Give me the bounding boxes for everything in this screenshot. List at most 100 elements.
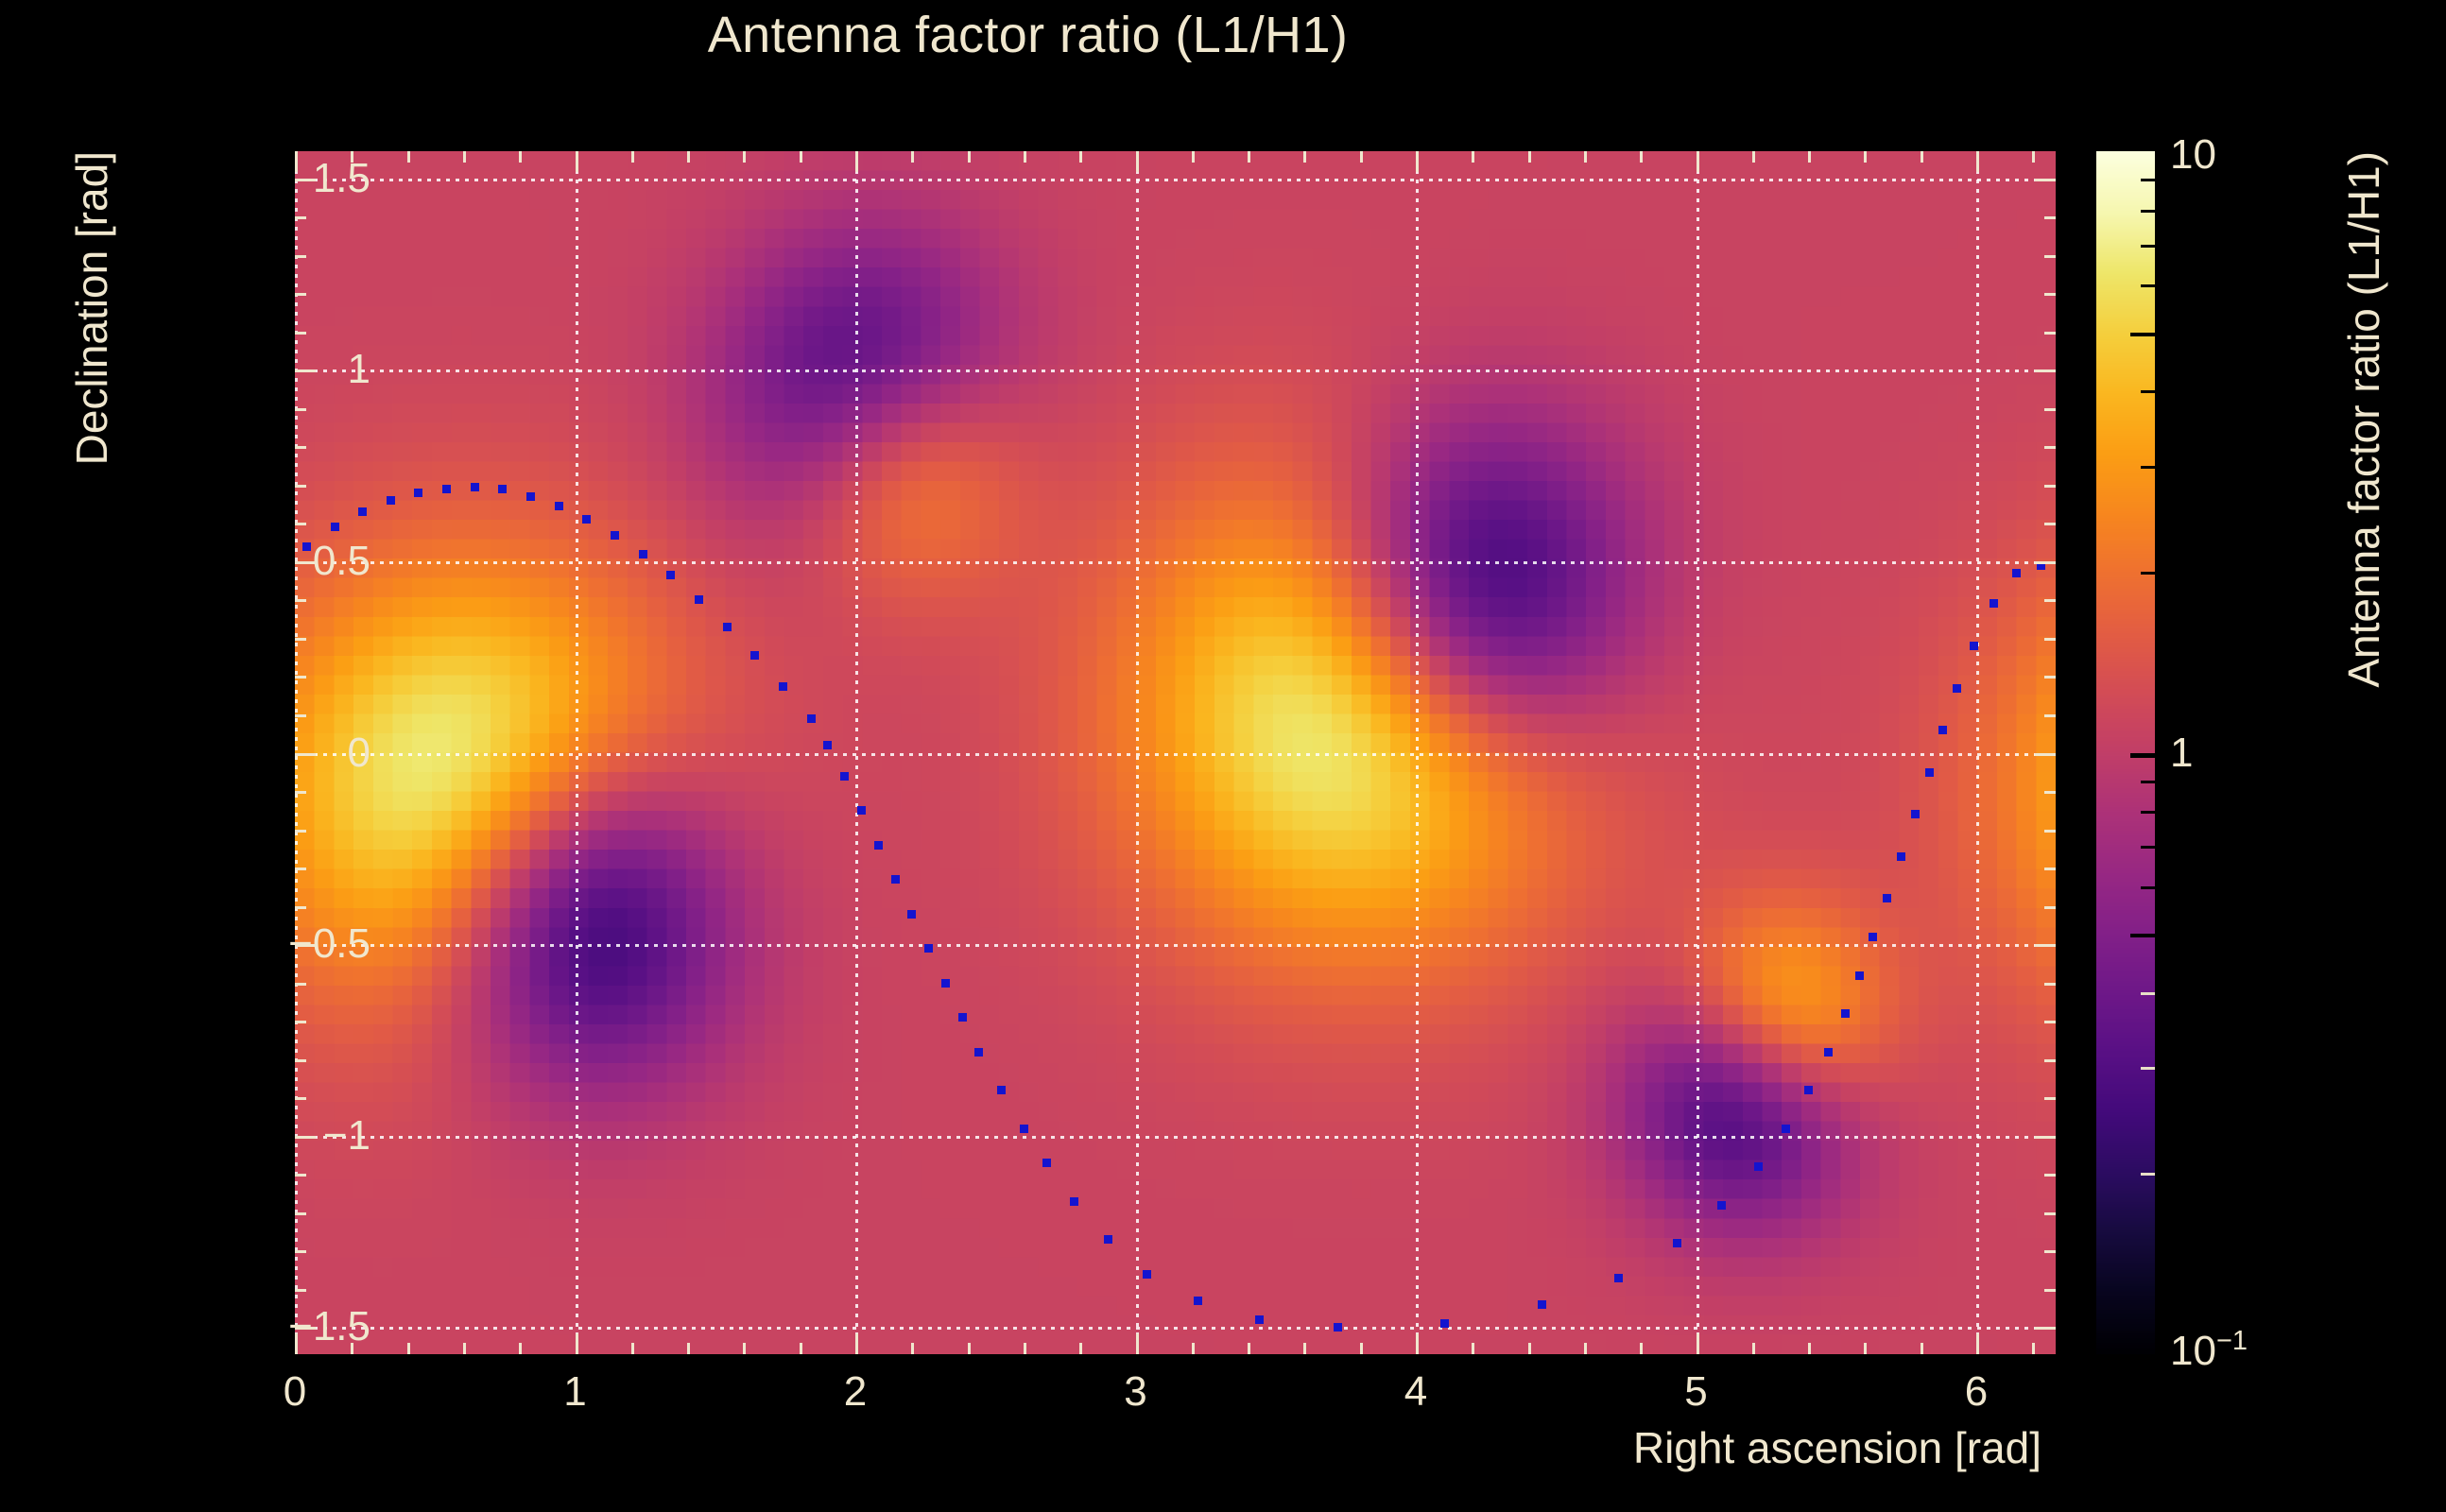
tick-mark — [687, 1343, 691, 1354]
tick-mark — [1808, 151, 1812, 163]
tick-mark — [295, 1058, 306, 1062]
overlay-marker — [1070, 1196, 1079, 1206]
overlay-marker — [414, 488, 423, 497]
tick-mark — [2044, 1174, 2056, 1177]
tick-mark — [351, 1343, 354, 1354]
tick-mark — [2044, 484, 2056, 488]
colorbar-tick — [2130, 752, 2155, 758]
overlay-marker — [1896, 851, 1905, 861]
tick-mark — [295, 1135, 316, 1139]
tick-mark — [2044, 1288, 2056, 1292]
overlay-marker — [1989, 599, 1998, 609]
tick-mark — [1472, 1343, 1475, 1354]
colorbar[interactable] — [2096, 151, 2155, 1354]
overlay-marker — [940, 978, 950, 988]
colorbar-tick — [2141, 1173, 2155, 1177]
x-tick-label: 2 — [843, 1368, 868, 1415]
x-tick-label: 6 — [1964, 1368, 1989, 1415]
x-tick-label: 1 — [563, 1368, 587, 1415]
gridline-horizontal — [295, 560, 2056, 564]
colorbar-tick — [2141, 179, 2155, 182]
tick-mark — [295, 1097, 306, 1101]
tick-mark — [1023, 1343, 1026, 1354]
overlay-marker — [1672, 1239, 1681, 1248]
tick-mark — [295, 484, 306, 488]
overlay-marker — [582, 515, 592, 524]
tick-mark — [575, 151, 578, 172]
tick-mark — [2044, 599, 2056, 603]
overlay-marker — [1910, 810, 1920, 819]
colorbar-tick — [2141, 284, 2155, 288]
x-axis-title: Right ascension [rad] — [1632, 1423, 2041, 1472]
tick-mark — [1472, 151, 1475, 163]
overlay-marker — [1042, 1159, 1051, 1168]
tick-mark — [799, 1343, 802, 1354]
overlay-marker — [1854, 971, 1864, 980]
tick-mark — [855, 1333, 858, 1354]
tick-mark — [967, 1343, 971, 1354]
y-axis-title: Declination [rad] — [66, 151, 380, 1354]
overlay-marker — [722, 622, 732, 631]
overlay-marker — [1439, 1319, 1449, 1329]
tick-mark — [630, 1343, 634, 1354]
tick-mark — [295, 1250, 306, 1254]
y-tick-label: −1.5 — [288, 1303, 370, 1350]
colorbar-tick — [2141, 465, 2155, 469]
overlay-marker — [806, 714, 816, 724]
x-tick-label: 3 — [1124, 1368, 1147, 1415]
colorbar-tick — [2141, 780, 2155, 783]
tick-mark — [2044, 637, 2056, 641]
tick-mark — [1079, 151, 1083, 163]
colorbar-tick — [2141, 571, 2155, 575]
tick-mark — [1751, 151, 1755, 163]
colorbar-tick — [2130, 332, 2155, 336]
tick-mark — [1135, 151, 1139, 172]
gridline-horizontal — [295, 752, 2056, 756]
overlay-marker — [2011, 569, 2021, 578]
tick-mark — [967, 151, 971, 163]
tick-mark — [1751, 1343, 1755, 1354]
colorbar-tick — [2141, 811, 2155, 815]
tick-mark — [2044, 446, 2056, 450]
tick-mark — [1248, 1343, 1251, 1354]
tick-mark — [1303, 151, 1307, 163]
tick-mark — [295, 1333, 298, 1354]
tick-mark — [1527, 1343, 1531, 1354]
tick-mark — [295, 331, 306, 335]
tick-mark — [2044, 905, 2056, 909]
y-tick-label: 1 — [347, 346, 370, 393]
overlay-marker — [873, 840, 883, 850]
tick-mark — [1640, 1343, 1644, 1354]
tick-mark — [2044, 216, 2056, 220]
overlay-marker — [1883, 894, 1892, 903]
overlay-marker — [778, 681, 787, 691]
overlay-marker — [526, 492, 536, 501]
gridline-horizontal — [295, 178, 2056, 181]
colorbar-label: 10−1 — [2170, 1326, 2248, 1374]
tick-mark — [2044, 1097, 2056, 1101]
overlay-marker — [957, 1013, 967, 1022]
tick-mark — [295, 151, 298, 172]
heatmap-plot-area[interactable] — [295, 151, 2056, 1354]
overlay-marker — [974, 1047, 984, 1057]
tick-mark — [855, 151, 858, 172]
tick-mark — [295, 216, 306, 220]
x-tick-label: 4 — [1404, 1368, 1428, 1415]
overlay-marker — [840, 771, 850, 781]
tick-mark — [2044, 1211, 2056, 1215]
tick-mark — [743, 151, 747, 163]
overlay-marker — [611, 530, 620, 540]
overlay-marker — [1953, 683, 1962, 693]
tick-mark — [519, 151, 523, 163]
tick-mark — [1359, 1343, 1363, 1354]
overlay-marker — [330, 523, 339, 532]
gridline-horizontal — [295, 944, 2056, 948]
tick-mark — [1023, 151, 1026, 163]
tick-mark — [1359, 151, 1363, 163]
tick-mark — [406, 1343, 410, 1354]
tick-mark — [295, 369, 316, 373]
tick-mark — [2035, 1327, 2056, 1331]
tick-mark — [2032, 1343, 2036, 1354]
tick-mark — [2035, 944, 2056, 948]
tick-mark — [1135, 1333, 1139, 1354]
